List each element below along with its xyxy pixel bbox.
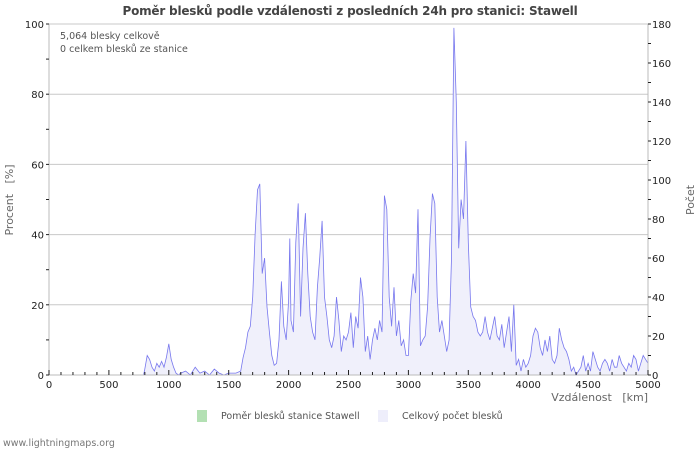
y-left-axis-title: Procent [%] (3, 164, 16, 235)
chart-title: Poměr blesků podle vzdálenosti z posledn… (122, 4, 578, 18)
x-tick-label: 0 (46, 380, 52, 391)
x-tick-label: 1500 (216, 380, 241, 391)
total-strikes-text: 5,064 blesky celkově (60, 31, 160, 42)
legend-label-total: Celkový počet blesků (402, 410, 503, 422)
total-strikes-area (49, 27, 648, 376)
y-left-tick-label: 40 (31, 231, 44, 242)
x-tick-label: 2500 (336, 380, 361, 391)
y-left-tick-label: 60 (31, 160, 44, 171)
x-tick-label: 3500 (456, 380, 481, 391)
total-strikes-line (49, 27, 649, 376)
y-left-tick-label: 100 (25, 20, 44, 31)
x-tick-label: 4500 (575, 380, 600, 391)
x-tick-label: 4000 (515, 380, 540, 391)
y-right-tick-label: 160 (652, 59, 671, 70)
y-right-axis-title: Počet (684, 184, 697, 215)
x-tick-label: 3000 (396, 380, 421, 391)
station-strikes-text: 0 celkem blesků ze stanice (60, 44, 188, 55)
y-left-tick-label: 20 (31, 301, 44, 312)
x-tick-label: 2000 (276, 380, 301, 391)
footer-credit: www.lightningmaps.org (3, 438, 115, 449)
y-right-tick-label: 120 (652, 137, 671, 148)
y-left-tick-label: 0 (38, 371, 44, 382)
x-tick-label: 500 (99, 380, 118, 391)
y-right-tick-label: 180 (652, 20, 671, 31)
info-box: 5,064 blesky celkově 0 celkem blesků ze … (60, 30, 188, 56)
legend-item-ratio[interactable]: Poměr blesků stanice Stawell (197, 410, 360, 422)
total-swatch-icon (378, 410, 388, 422)
legend-label-ratio: Poměr blesků stanice Stawell (221, 410, 360, 422)
ratio-swatch-icon (197, 410, 207, 422)
y-right-tick-label: 100 (652, 176, 671, 187)
y-right-tick-label: 40 (652, 293, 665, 304)
grid-lines (49, 23, 648, 306)
y-right-tick-label: 20 (652, 332, 665, 343)
x-axis-title: Vzdálenost [km] (551, 391, 648, 404)
y-right-tick-label: 140 (652, 98, 671, 109)
x-tick-label: 5000 (635, 380, 660, 391)
y-right-tick-label: 80 (652, 215, 665, 226)
y-left-tick-label: 80 (31, 90, 44, 101)
y-right-tick-label: 60 (652, 254, 665, 265)
x-tick-label: 1000 (156, 380, 181, 391)
y-right-tick-label: 0 (652, 371, 658, 382)
legend-item-total[interactable]: Celkový počet blesků (378, 410, 503, 422)
